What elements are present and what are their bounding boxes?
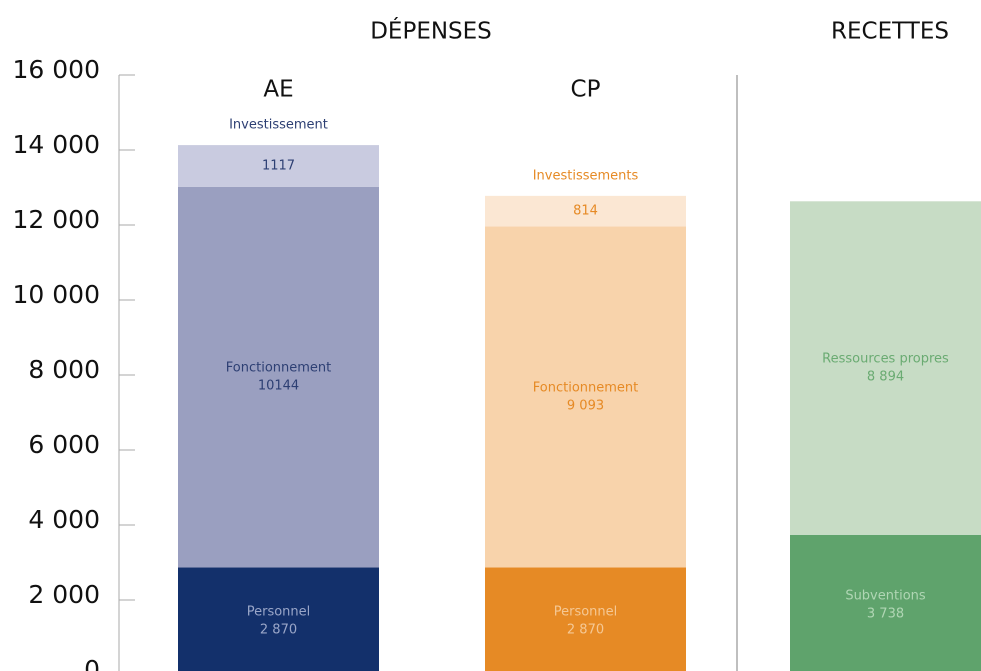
y-tick-label: 4 000 xyxy=(28,505,100,534)
category-label: CP xyxy=(571,77,601,103)
bar-segment xyxy=(178,186,379,568)
heading: DÉPENSES xyxy=(370,17,492,45)
y-tick-label: 2 000 xyxy=(28,580,100,609)
segment-label: Investissement xyxy=(229,118,328,133)
bar-segment xyxy=(485,567,686,671)
segment-label: Fonctionnement xyxy=(226,361,332,376)
segment-label: Investissements xyxy=(533,168,639,183)
segment-label: Personnel xyxy=(247,605,311,620)
y-tick-label: 14 000 xyxy=(13,130,100,159)
y-tick-label: 0 xyxy=(84,655,100,671)
value-label: 814 xyxy=(573,204,598,219)
value-label: 8 894 xyxy=(867,370,904,385)
y-tick-label: 10 000 xyxy=(13,280,100,309)
bar-segment xyxy=(485,226,686,568)
y-tick-label: 8 000 xyxy=(28,355,100,384)
category-label: AE xyxy=(263,77,293,103)
value-label: 2 870 xyxy=(260,623,297,638)
value-label: 1117 xyxy=(262,159,295,174)
bar-segment xyxy=(178,567,379,671)
bar-segment xyxy=(790,534,981,671)
y-tick-label: 12 000 xyxy=(13,205,100,234)
segment-label: Personnel xyxy=(554,605,618,620)
value-label: 10144 xyxy=(258,379,299,394)
bar-segment xyxy=(178,145,379,187)
segment-label: Ressources propres xyxy=(822,352,949,367)
segment-label: Subventions xyxy=(845,588,926,603)
heading: RECETTES xyxy=(831,19,949,45)
y-tick-label: 6 000 xyxy=(28,430,100,459)
value-label: 2 870 xyxy=(567,623,604,638)
y-tick-label: 16 000 xyxy=(13,55,100,84)
bar-segment xyxy=(790,201,981,535)
value-label: 3 738 xyxy=(867,606,904,621)
bar-segment xyxy=(485,195,686,227)
value-label: 9 093 xyxy=(567,398,604,413)
segment-label: Fonctionnement xyxy=(533,380,639,395)
